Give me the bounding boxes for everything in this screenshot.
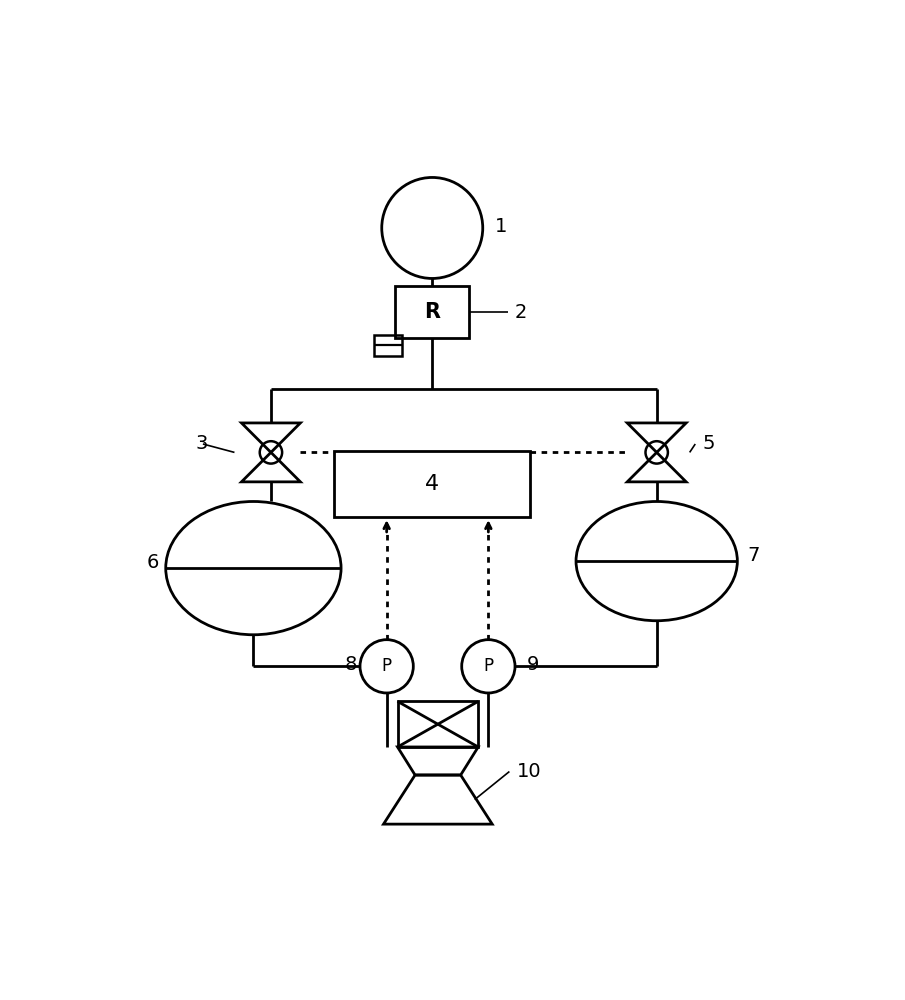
Text: R: R [424,302,440,322]
Text: P: P [483,657,493,675]
Text: 1: 1 [495,217,508,236]
Text: 3: 3 [195,434,208,453]
Text: 7: 7 [748,546,760,565]
Text: 6: 6 [147,553,159,572]
Text: 8: 8 [345,655,357,674]
Bar [395,286,469,338]
Bar [375,335,403,356]
Bar [397,701,478,747]
Text: 2: 2 [515,303,528,322]
Bar [334,451,530,517]
Text: 4: 4 [425,474,439,494]
Text: P: P [382,657,392,675]
Text: 5: 5 [702,434,715,453]
Text: 10: 10 [517,762,541,781]
Text: 9: 9 [527,655,539,674]
